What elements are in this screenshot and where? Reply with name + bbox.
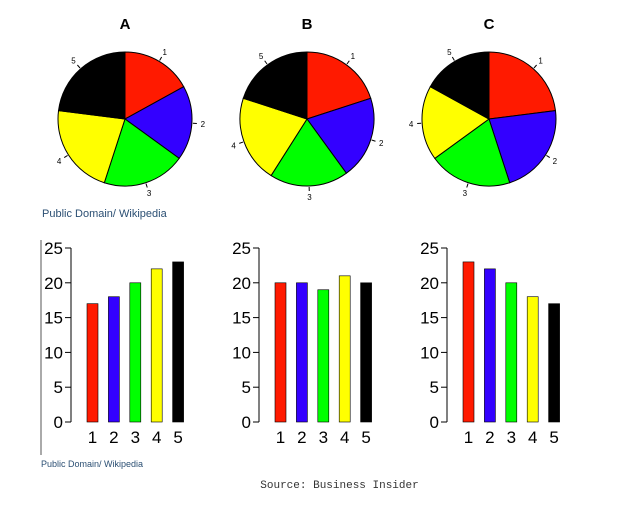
x-tick-label: 3	[319, 428, 328, 447]
pie-slice	[429, 51, 490, 120]
image-credit-top: Public Domain/ Wikipedia	[42, 208, 167, 220]
pie-label-tick	[63, 155, 68, 159]
y-tick-label: 0	[430, 413, 439, 432]
bar	[108, 296, 120, 423]
pie-label-tick	[451, 56, 455, 61]
pie-slice	[57, 110, 126, 184]
bar	[150, 268, 163, 423]
y-tick-label: 25	[44, 239, 63, 258]
y-tick-label: 5	[242, 378, 251, 397]
pie-slice	[488, 51, 557, 120]
y-tick-label: 15	[232, 309, 251, 328]
pie-slice-label: 2	[553, 157, 558, 166]
bar	[86, 303, 99, 423]
pie-label-tick	[346, 60, 350, 65]
pie-slice-label: 3	[463, 189, 468, 198]
image-credit-bottom: Public Domain/ Wikipedia	[41, 459, 144, 469]
y-tick-label: 5	[430, 378, 439, 397]
bar	[360, 282, 372, 423]
pie-slice-label: 3	[147, 189, 152, 198]
y-tick-label: 10	[44, 343, 63, 362]
pie-slice-label: 4	[57, 157, 62, 166]
pie-slice	[434, 118, 511, 187]
x-tick-label: 3	[507, 428, 516, 447]
pie-slice	[124, 86, 193, 160]
y-tick-label: 15	[420, 309, 439, 328]
pie-label-tick	[159, 56, 163, 61]
bar	[274, 282, 287, 423]
bar	[484, 268, 496, 423]
bar	[129, 282, 142, 423]
x-tick-label: 5	[549, 428, 558, 447]
pie-slice-label: 3	[307, 193, 312, 202]
pie-slice-label: 5	[447, 48, 452, 57]
pie-slice	[421, 86, 490, 160]
pie-label-tick	[264, 60, 268, 65]
x-tick-label: 5	[361, 428, 370, 447]
pie-slice-label: 4	[409, 120, 414, 129]
y-tick-label: 0	[54, 413, 63, 432]
pie-slice	[57, 51, 126, 120]
pie-slice	[488, 110, 557, 184]
bar	[505, 282, 518, 423]
bar	[317, 289, 330, 423]
pie-slice	[306, 51, 372, 120]
pie-slice	[124, 51, 185, 120]
bar	[526, 296, 539, 423]
x-tick-label: 1	[464, 428, 473, 447]
x-tick-label: 1	[276, 428, 285, 447]
pie-slice-label: 2	[379, 139, 384, 148]
bar	[172, 261, 184, 423]
pie-slice-label: 4	[231, 141, 236, 150]
pie-label-tick	[239, 141, 244, 144]
pie-label-tick	[466, 183, 469, 188]
y-tick-label: 20	[420, 274, 439, 293]
pie-label-tick	[533, 64, 537, 69]
pie-title: C	[484, 16, 495, 33]
pie-slice	[242, 51, 308, 120]
x-tick-label: 3	[131, 428, 140, 447]
x-tick-label: 4	[340, 428, 349, 447]
x-tick-label: 2	[485, 428, 494, 447]
x-tick-label: 4	[152, 428, 161, 447]
source-caption: Source: Business Insider	[260, 480, 419, 492]
x-tick-label: 4	[528, 428, 537, 447]
y-tick-label: 25	[232, 239, 251, 258]
x-tick-label: 1	[88, 428, 97, 447]
bar	[338, 275, 351, 423]
y-tick-label: 10	[420, 343, 439, 362]
pie-slice-label: 1	[162, 48, 167, 57]
x-tick-label: 5	[173, 428, 182, 447]
x-tick-label: 2	[297, 428, 306, 447]
pie-label-tick	[371, 139, 376, 142]
pie-slice	[103, 118, 180, 187]
y-tick-label: 20	[44, 274, 63, 293]
pie-label-tick	[546, 155, 551, 159]
pie-slice-label: 1	[351, 52, 356, 61]
pie-label-tick	[145, 183, 148, 188]
y-tick-label: 0	[242, 413, 251, 432]
pie-label-tick	[77, 64, 81, 69]
pie-slice	[270, 118, 348, 187]
pie-slice	[239, 97, 308, 177]
pie-slice-label: 2	[201, 120, 206, 129]
y-tick-label: 15	[44, 309, 63, 328]
y-tick-label: 10	[232, 343, 251, 362]
y-tick-label: 25	[420, 239, 439, 258]
y-tick-label: 5	[54, 378, 63, 397]
pie-slice-label: 5	[71, 56, 76, 65]
pie-title: B	[302, 16, 313, 33]
pie-slice-label: 5	[259, 52, 264, 61]
y-tick-label: 20	[232, 274, 251, 293]
bar	[548, 303, 560, 423]
bar	[462, 261, 475, 423]
pie-slice-label: 1	[538, 56, 543, 65]
pie-title: A	[120, 16, 131, 33]
pie-slice	[306, 97, 375, 174]
x-tick-label: 2	[109, 428, 118, 447]
bar	[296, 282, 308, 423]
